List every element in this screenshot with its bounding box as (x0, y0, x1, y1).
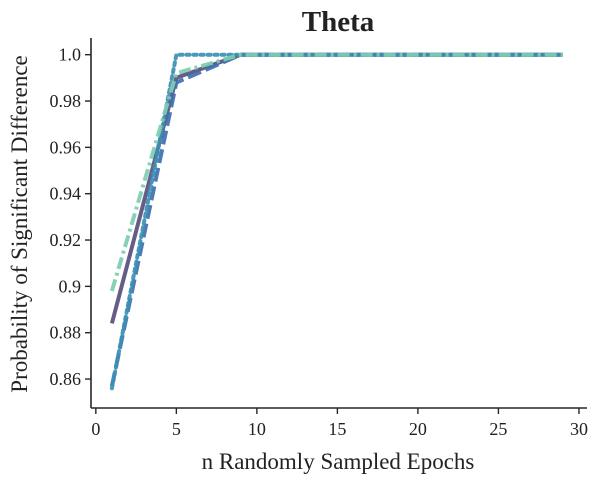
series-line-1 (109, 52, 563, 324)
series-line-2 (109, 52, 563, 387)
y-tick-label: 0.9 (59, 276, 82, 296)
x-tick-label: 15 (328, 419, 346, 439)
chart-title: Theta (302, 6, 375, 38)
series-line-4 (109, 52, 563, 292)
x-axis-label: n Randomly Sampled Epochs (202, 449, 475, 474)
y-tick-label: 0.94 (50, 184, 82, 204)
x-tick-label: 10 (248, 419, 266, 439)
series-line-3 (109, 52, 565, 391)
y-tick-label: 0.86 (50, 369, 82, 389)
x-tick-label: 20 (409, 419, 427, 439)
y-tick-label: 0.96 (50, 137, 82, 157)
x-tick-label: 30 (570, 419, 588, 439)
y-axis-label: Probability of Significant Difference (7, 55, 32, 392)
y-tick-label: 0.92 (50, 230, 82, 250)
y-tick-label: 1.0 (59, 45, 82, 65)
x-tick-label: 0 (91, 419, 100, 439)
plot-area: 0 5 10 15 20 25 30 0.86 0.88 0.9 0.92 0.94 0.96 0.98 1… (50, 38, 588, 439)
x-tick-label: 5 (172, 419, 181, 439)
x-tick-label: 25 (489, 419, 507, 439)
y-tick-label: 0.88 (50, 323, 82, 343)
y-tick-label: 0.98 (50, 91, 82, 111)
